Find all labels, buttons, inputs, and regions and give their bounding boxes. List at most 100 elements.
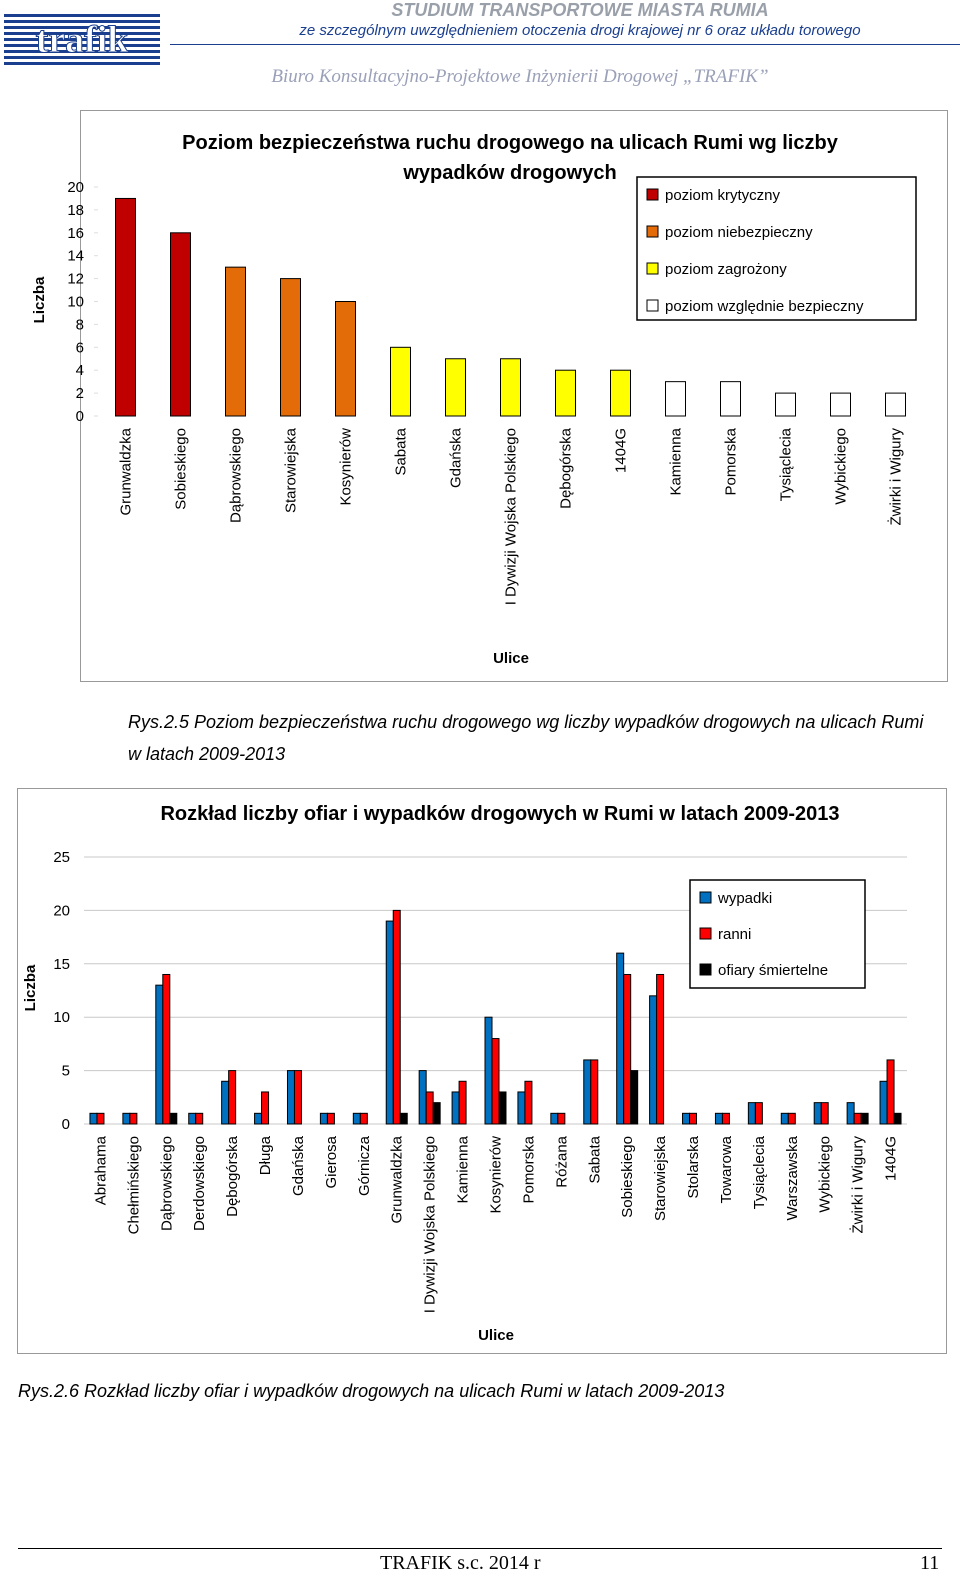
legend-swatch bbox=[646, 299, 659, 312]
y-tick-label: 8 bbox=[76, 316, 84, 333]
x-tick-label: Żwirki i Wigury bbox=[849, 1136, 867, 1234]
legend-swatch bbox=[646, 225, 659, 238]
bar bbox=[385, 920, 394, 1125]
bar bbox=[524, 1080, 533, 1125]
bar bbox=[89, 1112, 98, 1125]
x-tick-label: Stolarska bbox=[685, 1135, 702, 1198]
legend-box bbox=[636, 176, 917, 321]
y-tick-label: 12 bbox=[67, 271, 84, 288]
bar bbox=[610, 369, 631, 417]
bar bbox=[860, 1112, 869, 1125]
legend-label: poziom względnie bezpieczny bbox=[665, 298, 864, 315]
chart-frame bbox=[17, 788, 947, 1354]
x-tick-label: Tysiąclecia bbox=[751, 1135, 768, 1209]
y-tick-label: 10 bbox=[53, 1009, 70, 1026]
bar bbox=[780, 1112, 789, 1125]
x-tick-label: Kamienna bbox=[668, 427, 685, 495]
x-tick-label: Gdańska bbox=[448, 427, 465, 488]
bar bbox=[221, 1080, 230, 1125]
x-tick-label: Sabata bbox=[586, 1135, 603, 1183]
bar bbox=[352, 1112, 361, 1125]
legend-label: ranni bbox=[718, 926, 751, 943]
bar bbox=[170, 232, 191, 417]
bar bbox=[665, 381, 686, 417]
bar bbox=[225, 266, 246, 417]
bar bbox=[555, 369, 576, 417]
x-tick-label: Derdowskiego bbox=[191, 1136, 208, 1231]
bar bbox=[129, 1112, 138, 1125]
bar bbox=[557, 1112, 566, 1125]
legend-swatch bbox=[646, 262, 659, 275]
y-tick-label: 6 bbox=[76, 339, 84, 356]
bar bbox=[451, 1091, 460, 1125]
bar bbox=[583, 1059, 592, 1125]
bar bbox=[886, 1059, 895, 1125]
y-tick-label: 4 bbox=[76, 362, 84, 379]
x-tick-label: Gdańska bbox=[290, 1135, 307, 1196]
x-tick-label: Starowiejska bbox=[283, 427, 300, 513]
bar bbox=[846, 1102, 855, 1125]
bar bbox=[813, 1102, 822, 1125]
bar bbox=[747, 1102, 756, 1125]
x-tick-label: Żwirki i Wigury bbox=[887, 428, 905, 526]
legend-label: ofiary śmiertelne bbox=[718, 962, 828, 979]
x-tick-label: 1404G bbox=[883, 1136, 900, 1181]
x-tick-label: Wybickiego bbox=[833, 428, 850, 505]
bar bbox=[286, 1070, 295, 1125]
bar bbox=[689, 1112, 698, 1125]
bar bbox=[261, 1091, 270, 1125]
bar bbox=[550, 1112, 559, 1125]
legend-swatch bbox=[699, 927, 712, 940]
bar bbox=[96, 1112, 105, 1125]
bar bbox=[445, 358, 466, 417]
bar bbox=[425, 1091, 434, 1125]
x-tick-label: Chełmińskiego bbox=[125, 1136, 142, 1234]
bar bbox=[359, 1112, 368, 1125]
x-tick-label: Sobieskiego bbox=[619, 1136, 636, 1218]
bar bbox=[155, 984, 164, 1125]
legend-label: poziom zagrożony bbox=[665, 261, 787, 278]
bar bbox=[335, 301, 356, 417]
x-tick-label: Górnicza bbox=[356, 1135, 373, 1196]
y-tick-label: 20 bbox=[67, 179, 84, 196]
bar bbox=[649, 995, 658, 1125]
x-tick-label: Warszawska bbox=[784, 1135, 801, 1220]
footer-rule bbox=[18, 1548, 942, 1549]
bar bbox=[885, 392, 906, 417]
x-tick-label: 1404G bbox=[613, 428, 630, 473]
bar bbox=[775, 392, 796, 417]
logo-text: trafik bbox=[35, 19, 129, 62]
y-axis-label: Liczba bbox=[22, 964, 39, 1011]
bar bbox=[115, 197, 136, 417]
bar bbox=[721, 1112, 730, 1125]
x-axis-label: Ulice bbox=[493, 650, 529, 667]
x-tick-label: Abrahama bbox=[92, 1135, 109, 1205]
bar bbox=[623, 973, 632, 1125]
bar bbox=[188, 1112, 197, 1125]
bar bbox=[319, 1112, 328, 1125]
caption: Rys.2.5 Poziom bezpieczeństwa ruchu drog… bbox=[128, 712, 924, 764]
bar bbox=[830, 392, 851, 417]
bar bbox=[390, 346, 411, 417]
y-tick-label: 15 bbox=[53, 956, 70, 973]
x-tick-label: Kosynierów bbox=[338, 428, 355, 506]
bar bbox=[280, 278, 301, 417]
bar bbox=[853, 1112, 862, 1125]
x-tick-label: Starowiejska bbox=[652, 1135, 669, 1221]
legend-label: wypadki bbox=[717, 890, 772, 907]
x-tick-label: Gierosa bbox=[323, 1135, 340, 1188]
x-tick-label: I Dywizji Wojska Polskiego bbox=[422, 1136, 439, 1313]
x-tick-label: I Dywizji Wojska Polskiego bbox=[503, 428, 520, 605]
legend-swatch bbox=[699, 963, 712, 976]
header-company: Biuro Konsultacyjno-Projektowe Inżynieri… bbox=[271, 66, 769, 87]
y-tick-label: 0 bbox=[76, 408, 84, 425]
bar bbox=[484, 1016, 493, 1125]
header-title: STUDIUM TRANSPORTOWE MIASTA RUMIA bbox=[391, 0, 769, 20]
bar bbox=[195, 1112, 204, 1125]
bar bbox=[458, 1080, 467, 1125]
bar bbox=[630, 1070, 639, 1125]
x-tick-label: Różana bbox=[553, 1135, 570, 1187]
x-tick-label: Dębogórska bbox=[224, 1135, 241, 1217]
